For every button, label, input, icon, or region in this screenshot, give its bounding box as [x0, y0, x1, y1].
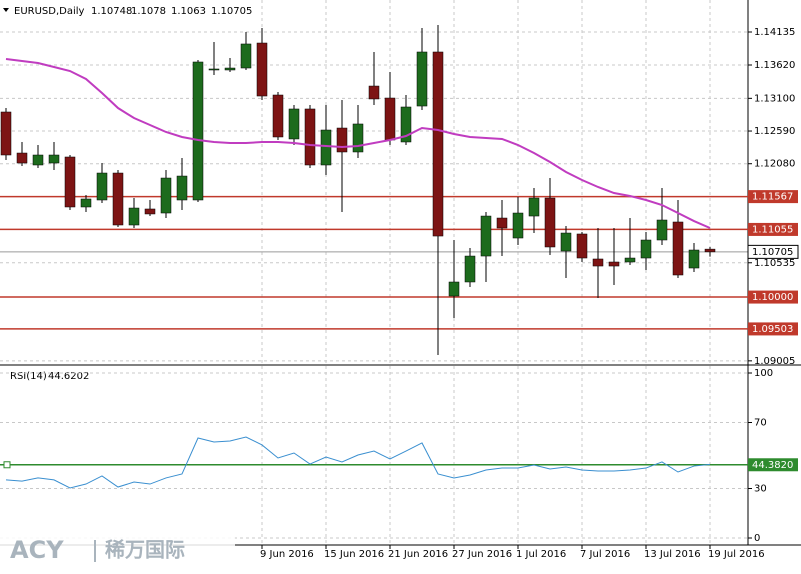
candle-body	[560, 232, 572, 252]
level-box	[748, 458, 798, 472]
x-tick-label: 13 Jul 2016	[644, 549, 701, 560]
candle-body	[192, 61, 204, 201]
candle-body	[464, 255, 476, 283]
candle-body	[592, 258, 604, 267]
x-tick-label: 1 Jul 2016	[516, 549, 566, 560]
y-tick-label: 1.12080	[754, 159, 795, 170]
level-label: 1.11055	[752, 224, 793, 235]
level-box	[748, 222, 798, 236]
candle-body	[432, 51, 444, 237]
x-tick-label: 15 Jun 2016	[324, 549, 384, 560]
candle-body	[48, 154, 60, 164]
y-tick-label: 1.12590	[754, 126, 795, 137]
level-handle	[3, 461, 11, 469]
ohlc-high: 1.1078	[131, 6, 166, 17]
y-tick-label: 100	[754, 368, 773, 379]
watermark-backdrop	[0, 534, 235, 564]
candle-body	[688, 249, 700, 269]
level-box	[748, 290, 798, 304]
candle-body	[656, 219, 668, 241]
y-tick-label: 30	[754, 484, 767, 495]
candle-body	[672, 221, 684, 276]
level-label: 1.11567	[752, 192, 793, 203]
candle-body	[320, 129, 332, 166]
candle-body	[528, 197, 540, 217]
y-tick-label: 0	[754, 533, 760, 544]
candle-body	[208, 68, 220, 71]
level-label: 1.09503	[752, 324, 793, 335]
rsi-value: 44.6202	[48, 371, 89, 382]
level-box	[748, 322, 798, 336]
candle-body	[0, 111, 12, 156]
current-price-box	[747, 244, 799, 259]
candle-body	[112, 172, 124, 226]
candle-body	[704, 248, 716, 253]
level-box	[748, 190, 798, 204]
ohlc-low: 1.1063	[171, 6, 206, 17]
candle-body	[608, 261, 620, 267]
candle-body	[240, 43, 252, 69]
level-label: 1.10000	[752, 292, 793, 303]
y-tick-label: 1.10535	[754, 258, 795, 269]
rsi-title: RSI(14)	[10, 371, 47, 382]
candle-body	[96, 172, 108, 201]
watermark-brand: ACY	[10, 536, 64, 564]
y-tick-label: 1.13100	[754, 93, 795, 104]
y-tick-label: 1.09005	[754, 356, 795, 367]
candle-body	[624, 257, 636, 263]
ohlc-open: 1.10748	[91, 6, 132, 17]
current-price-label: 1.10705	[752, 247, 793, 258]
candle-body	[368, 85, 380, 100]
candle-body	[544, 197, 556, 248]
candle-body	[640, 239, 652, 259]
y-tick-label: 1.14135	[754, 27, 795, 38]
candle-body	[16, 152, 28, 164]
candle-body	[496, 217, 508, 229]
x-tick-label: 9 Jun 2016	[260, 549, 314, 560]
x-tick-label: 27 Jun 2016	[452, 549, 512, 560]
level-label: 44.3820	[752, 460, 793, 471]
candle-body	[384, 97, 396, 141]
x-tick-label: 7 Jul 2016	[580, 549, 630, 560]
candle-body	[160, 177, 172, 214]
candle-body	[224, 67, 236, 71]
candle-body	[304, 108, 316, 166]
candle-body	[64, 156, 76, 208]
candle-body	[352, 123, 364, 153]
candle-body	[80, 198, 92, 208]
moving-average-line	[5, 57, 711, 229]
candle-body	[176, 175, 188, 201]
candle-body	[32, 154, 44, 166]
candle-body	[576, 233, 588, 259]
candle-body	[480, 215, 492, 257]
menu-arrow	[3, 8, 9, 12]
candle-body	[288, 108, 300, 140]
x-tick-label: 19 Jul 2016	[708, 549, 765, 560]
watermark-name: 稀万国际	[105, 538, 185, 562]
candle-body	[400, 106, 412, 143]
y-tick-label: 70	[754, 418, 767, 429]
candle-body	[416, 51, 428, 107]
candle-body	[336, 127, 348, 153]
rsi-line	[5, 436, 711, 489]
x-tick-label: 21 Jun 2016	[388, 549, 448, 560]
candle-body	[272, 94, 284, 138]
ohlc-close: 1.10705	[211, 6, 252, 17]
candle-body	[512, 212, 524, 239]
candle-body	[128, 207, 140, 226]
candle-body	[256, 42, 268, 97]
symbol-title: EURUSD,Daily	[14, 6, 85, 17]
candle-body	[448, 281, 460, 297]
y-tick-label: 1.13620	[754, 60, 795, 71]
candle-body	[144, 208, 156, 215]
